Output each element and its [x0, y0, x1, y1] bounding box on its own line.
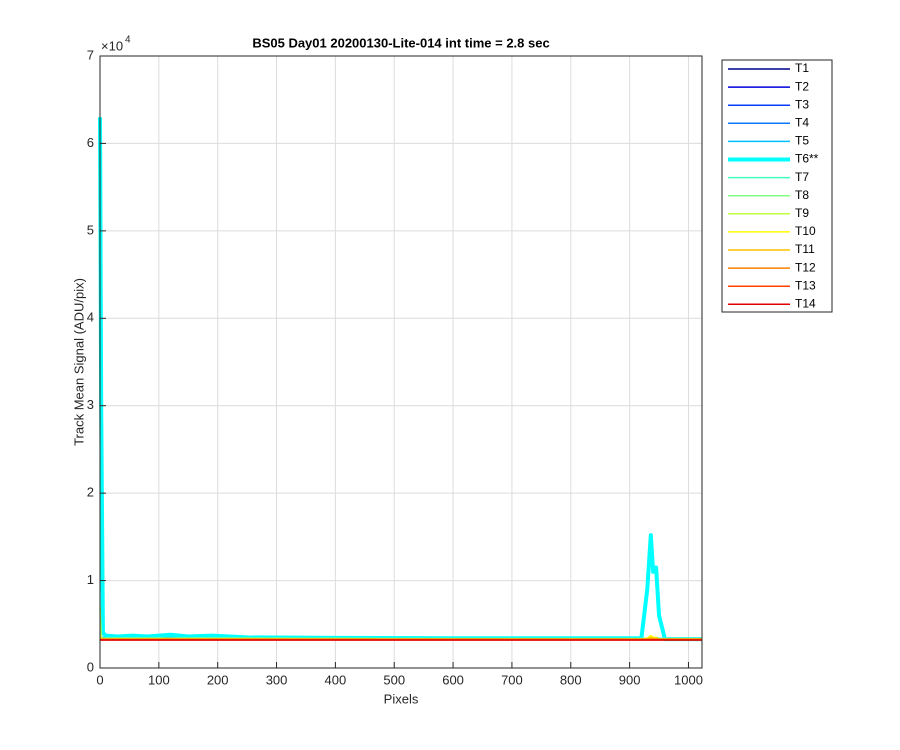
plot-area	[100, 56, 702, 668]
y-tick-label: 3	[87, 397, 94, 412]
y-tick-label: 6	[87, 135, 94, 150]
legend-label: T14	[795, 296, 816, 310]
x-tick-label: 600	[442, 672, 464, 687]
x-tick-label: 200	[207, 672, 229, 687]
x-tick-label: 900	[619, 672, 641, 687]
legend-label: T4	[795, 115, 809, 129]
x-tick-label: 700	[501, 672, 523, 687]
legend-label: T1	[795, 61, 809, 75]
y-multiplier-exponent: 4	[125, 35, 131, 46]
legend-label: T11	[795, 242, 815, 256]
legend-label: T2	[795, 79, 809, 93]
y-tick-label: 5	[87, 222, 94, 237]
legend-label: T6**	[795, 152, 819, 166]
y-axis-label: Track Mean Signal (ADU/pix)	[71, 278, 86, 446]
x-tick-label: 100	[148, 672, 170, 687]
legend-label: T3	[795, 97, 809, 111]
y-tick-label: 0	[87, 659, 94, 674]
legend-label: T12	[795, 260, 816, 274]
y-tick-label: 7	[87, 47, 94, 62]
x-tick-label: 0	[96, 672, 103, 687]
legend-label: T9	[795, 206, 809, 220]
y-tick-label: 2	[87, 485, 94, 500]
y-tick-label: 4	[87, 310, 94, 325]
legend-label: T7	[795, 170, 809, 184]
x-tick-label: 1000	[674, 672, 703, 687]
x-tick-label: 800	[560, 672, 582, 687]
y-tick-label: 1	[87, 572, 94, 587]
x-tick-label: 300	[266, 672, 288, 687]
legend-label: T8	[795, 188, 809, 202]
chart-title: BS05 Day01 20200130-Lite-014 int time = …	[252, 35, 549, 50]
legend-label: T13	[795, 278, 816, 292]
axes-box	[99, 55, 703, 669]
x-axis-label: Pixels	[384, 691, 419, 706]
y-multiplier: ×10	[101, 38, 123, 53]
legend-label: T10	[795, 224, 816, 238]
legend-box	[721, 59, 833, 313]
x-tick-label: 400	[325, 672, 347, 687]
legend-label: T5	[795, 134, 809, 148]
x-tick-label: 500	[383, 672, 405, 687]
